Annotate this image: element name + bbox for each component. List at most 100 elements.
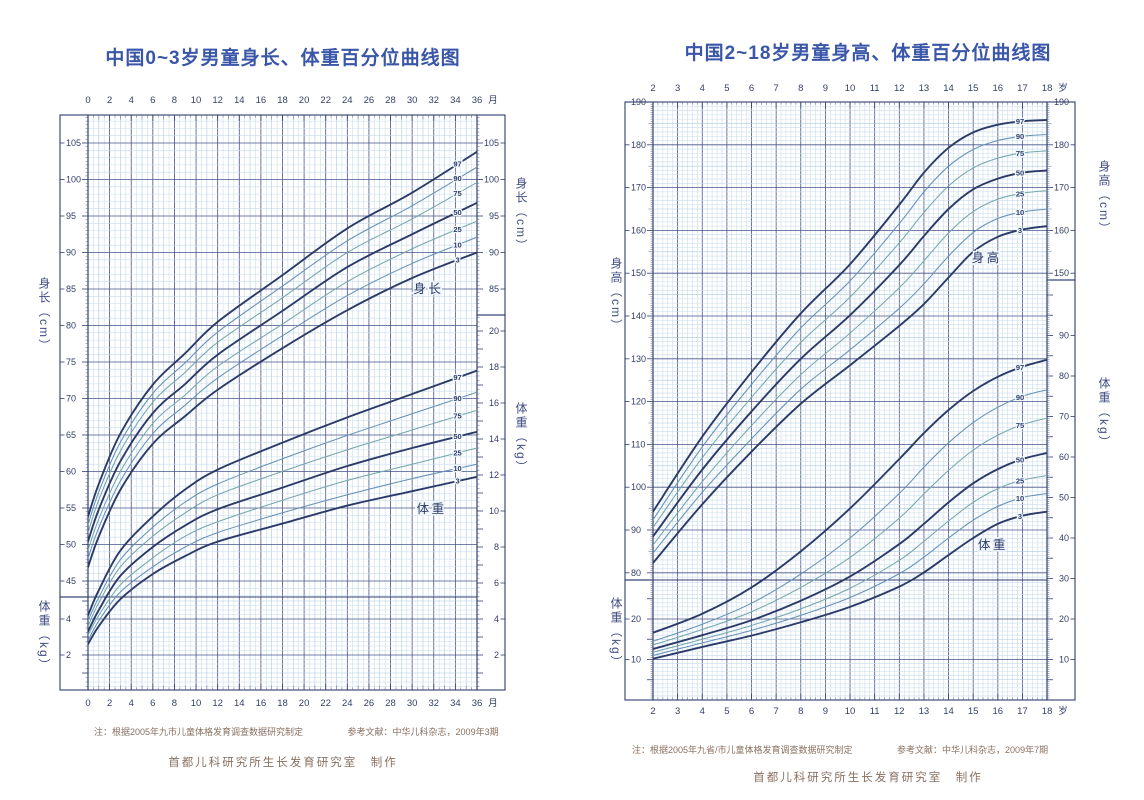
svg-text:5: 5 — [724, 706, 729, 717]
svg-text:85: 85 — [66, 284, 76, 294]
svg-text:14: 14 — [943, 83, 954, 94]
grid-layer — [653, 102, 1047, 700]
svg-text:105: 105 — [484, 138, 499, 148]
axis-title-length-right: 身长（cm） — [514, 177, 528, 253]
weight-p25-curve — [88, 447, 477, 636]
credit-line: 首都儿科研究所生长发育研究室 制作 — [168, 757, 398, 769]
svg-text:16: 16 — [489, 398, 499, 408]
axis-box — [476, 314, 506, 691]
svg-text:24: 24 — [342, 95, 353, 106]
axis-title-weight-right: 体重（kg） — [514, 402, 528, 475]
svg-text:10: 10 — [191, 698, 202, 709]
weight-series-label: 体重 — [978, 537, 1008, 552]
svg-text:100: 100 — [66, 175, 81, 185]
svg-text:45: 45 — [66, 576, 76, 586]
height-p3-tag: 3 — [1018, 226, 1022, 235]
svg-text:2: 2 — [107, 95, 112, 106]
svg-text:105: 105 — [66, 138, 81, 148]
svg-text:70: 70 — [1059, 412, 1069, 422]
weight-p10-tag: 10 — [1016, 494, 1024, 503]
svg-text:30: 30 — [407, 95, 418, 106]
svg-text:16: 16 — [993, 83, 1004, 94]
length-p50-tag: 50 — [453, 208, 461, 217]
svg-text:36: 36 — [472, 95, 483, 106]
svg-text:22: 22 — [320, 698, 331, 709]
svg-text:6: 6 — [150, 95, 155, 106]
curves-layer — [88, 150, 477, 646]
weight-p90-curve — [88, 391, 477, 622]
svg-text:90: 90 — [631, 525, 641, 535]
weight-p50-curve — [88, 430, 477, 633]
axis-label-layer: 1051009590858075706560555045421051009590… — [66, 95, 499, 709]
svg-text:0: 0 — [85, 95, 90, 106]
weight-p25-tag: 25 — [453, 448, 461, 457]
svg-text:8: 8 — [494, 542, 499, 552]
weight-p10-curve — [88, 463, 477, 641]
height-p10-tag: 10 — [1016, 208, 1024, 217]
svg-text:32: 32 — [428, 95, 439, 106]
svg-text:15: 15 — [968, 706, 979, 717]
length-series-label: 身长 — [413, 281, 443, 296]
note-text: 注：根据2005年九市儿童体格发育调查数据研究制定 — [94, 727, 304, 737]
svg-text:160: 160 — [631, 225, 646, 235]
curves-layer — [653, 119, 1047, 660]
length-p90-tag: 90 — [453, 174, 461, 183]
svg-text:26: 26 — [364, 95, 375, 106]
svg-text:8: 8 — [172, 698, 177, 709]
svg-text:20: 20 — [1059, 614, 1069, 624]
svg-text:85: 85 — [489, 284, 499, 294]
svg-text:65: 65 — [66, 430, 76, 440]
svg-text:28: 28 — [385, 698, 396, 709]
weight-p3-tag: 3 — [1018, 512, 1022, 521]
svg-text:11: 11 — [870, 706, 880, 717]
weight-p75-curve — [653, 417, 1047, 646]
svg-text:22: 22 — [320, 95, 331, 106]
length-p75-curve — [88, 181, 477, 533]
svg-text:10: 10 — [489, 506, 499, 516]
weight-p75-tag: 75 — [453, 412, 461, 421]
svg-text:50: 50 — [1059, 493, 1069, 503]
svg-text:100: 100 — [484, 175, 499, 185]
height-p50-curve — [653, 169, 1047, 538]
svg-text:18: 18 — [1042, 83, 1053, 94]
svg-text:30: 30 — [407, 698, 418, 709]
svg-text:10: 10 — [845, 706, 856, 717]
svg-text:6: 6 — [749, 706, 754, 717]
weight-p50-tag: 50 — [1016, 456, 1024, 465]
annotation-layer: 97 90 75 50 25 10 3 身高 97 90 75 50 25 10 3 体重 — [970, 116, 1025, 554]
svg-text:6: 6 — [494, 578, 499, 588]
svg-text:14: 14 — [234, 698, 245, 709]
height-series-label: 身高 — [972, 250, 1002, 265]
length-p10-curve — [88, 236, 477, 559]
svg-text:190: 190 — [631, 97, 646, 107]
weight-p90-tag: 90 — [453, 394, 461, 403]
svg-text:60: 60 — [66, 467, 76, 477]
weight-p3-curve — [88, 475, 477, 646]
svg-text:14: 14 — [234, 95, 245, 106]
axis-box — [59, 596, 89, 691]
axis-label-layer: 190 180 170 160 150 140 130 120 110 100 90 80 20 10 19… — [631, 82, 1069, 717]
svg-text:180: 180 — [1054, 140, 1069, 150]
svg-text:10: 10 — [191, 95, 202, 106]
svg-text:6: 6 — [749, 83, 754, 94]
weight-p10-tag: 10 — [453, 464, 461, 473]
svg-text:4: 4 — [700, 706, 705, 717]
weight-p97-tag: 97 — [453, 373, 461, 382]
svg-text:120: 120 — [631, 397, 646, 407]
tick-layer — [625, 101, 1075, 700]
svg-text:12: 12 — [212, 95, 223, 106]
svg-text:2: 2 — [107, 698, 112, 709]
svg-text:4: 4 — [129, 95, 134, 106]
weight-series-label: 体重 — [417, 501, 447, 516]
svg-text:20: 20 — [489, 326, 499, 336]
tick-layer — [60, 115, 505, 690]
weight-p10-curve — [653, 492, 1047, 656]
svg-text:10: 10 — [631, 655, 641, 665]
weight-p75-tag: 75 — [1016, 421, 1024, 430]
weight-p3-tag: 3 — [455, 477, 459, 486]
chart-boys-0-3: 中国0~3岁男童身长、体重百分位曲线图 105 100 95 90 85 80 75 70 65… — [28, 28, 538, 793]
svg-text:80: 80 — [1059, 371, 1069, 381]
svg-text:75: 75 — [66, 357, 76, 367]
svg-text:36: 36 — [472, 698, 483, 709]
svg-text:28: 28 — [385, 95, 396, 106]
